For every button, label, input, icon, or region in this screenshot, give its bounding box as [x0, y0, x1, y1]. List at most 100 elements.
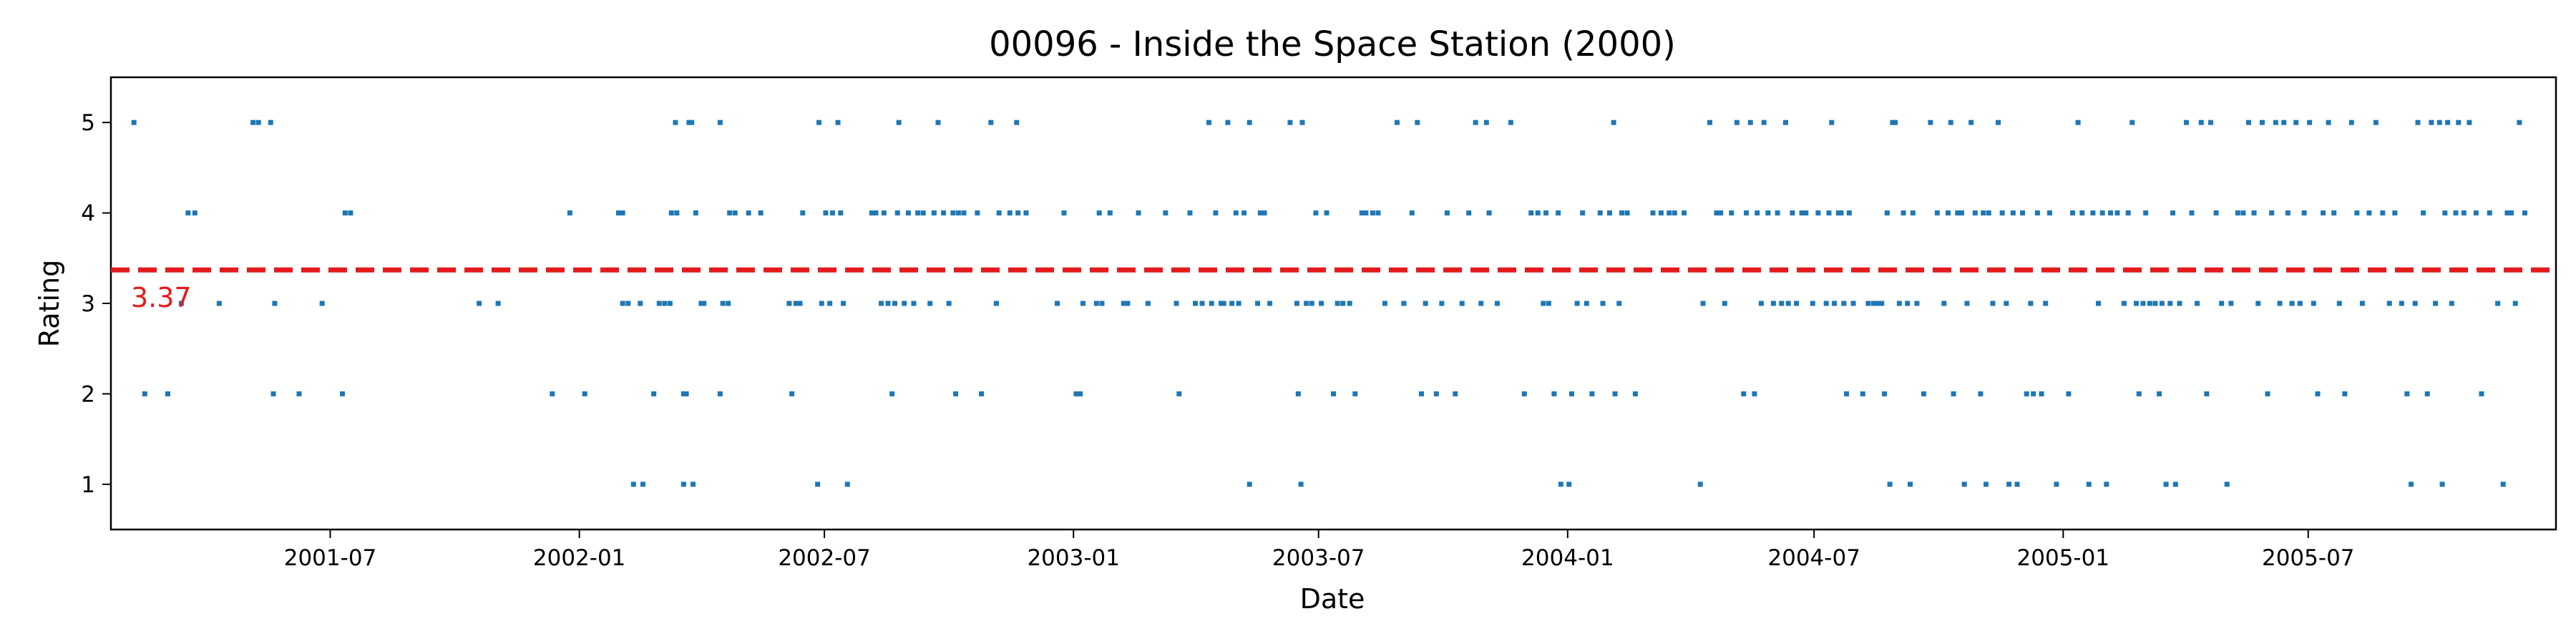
data-point	[2024, 391, 2029, 396]
data-point	[2028, 301, 2034, 306]
data-point	[693, 210, 698, 216]
data-point	[911, 301, 917, 306]
data-point	[2517, 119, 2522, 125]
data-point	[2445, 119, 2451, 125]
data-point	[1729, 210, 1735, 216]
data-point	[1335, 301, 1340, 306]
data-point	[667, 301, 673, 306]
data-point	[1914, 301, 1920, 306]
data-point	[1093, 301, 1099, 306]
data-point	[1309, 301, 1314, 306]
data-point	[1995, 119, 2001, 125]
data-point	[1187, 210, 1193, 216]
data-point	[1682, 210, 1687, 216]
data-point	[1879, 301, 1885, 306]
data-point	[178, 301, 184, 306]
data-point	[2373, 119, 2379, 125]
data-point	[2269, 210, 2275, 216]
data-point	[1246, 482, 1252, 487]
data-point	[1409, 210, 1415, 216]
data-point	[1439, 301, 1445, 306]
data-point	[1401, 301, 1407, 306]
y-axis-label: Rating	[34, 260, 65, 348]
data-point	[1890, 119, 1896, 125]
data-point	[2412, 301, 2418, 306]
data-point	[2014, 482, 2020, 487]
data-point	[1785, 301, 1791, 306]
data-point	[2133, 301, 2139, 306]
data-point	[1832, 301, 1838, 306]
data-point	[1841, 301, 1847, 306]
data-point	[620, 301, 625, 306]
data-point	[1298, 482, 1304, 487]
data-point	[1055, 301, 1060, 306]
data-point	[1061, 210, 1067, 216]
data-point	[2500, 482, 2506, 487]
data-point	[1163, 210, 1169, 216]
data-point	[2399, 301, 2404, 306]
y-tick-label: 4	[81, 201, 95, 227]
data-point	[1444, 210, 1450, 216]
data-point	[1744, 210, 1750, 216]
data-point	[905, 210, 911, 216]
data-point	[1612, 391, 1618, 396]
data-point	[683, 391, 689, 396]
data-point	[2054, 482, 2059, 487]
data-point	[1078, 391, 1083, 396]
data-point	[835, 119, 841, 125]
data-point	[1934, 210, 1940, 216]
data-point	[2228, 301, 2234, 306]
data-point	[1453, 391, 1458, 396]
data-point	[1236, 301, 1241, 306]
data-point	[1734, 119, 1740, 125]
data-point	[2512, 301, 2518, 306]
data-point	[2439, 482, 2445, 487]
data-point	[640, 482, 646, 487]
data-point	[1624, 210, 1630, 216]
data-point	[1099, 301, 1105, 306]
data-point	[1718, 210, 1724, 216]
data-point	[727, 210, 733, 216]
data-point	[816, 119, 822, 125]
data-point	[1815, 210, 1821, 216]
data-point	[1810, 301, 1815, 306]
data-point	[1951, 391, 1956, 396]
data-point	[2509, 210, 2514, 216]
data-point	[680, 391, 686, 396]
data-point	[2219, 301, 2225, 306]
data-point	[2099, 210, 2105, 216]
data-point	[1905, 301, 1911, 306]
data-point	[2366, 210, 2372, 216]
data-point	[1650, 210, 1656, 216]
data-point	[717, 119, 723, 125]
data-point	[1584, 301, 1589, 306]
data-point	[1096, 210, 1102, 216]
y-axis: 1 2 3 4 5	[81, 110, 111, 498]
data-point	[2147, 301, 2152, 306]
data-point	[1299, 119, 1305, 125]
data-point	[1910, 210, 1916, 216]
data-point	[1375, 210, 1381, 216]
data-point	[1209, 301, 1214, 306]
data-point	[1823, 301, 1829, 306]
data-point	[2326, 119, 2331, 125]
data-point	[2456, 119, 2462, 125]
data-point	[2289, 301, 2295, 306]
data-point	[2331, 210, 2337, 216]
data-point	[2043, 301, 2049, 306]
data-point	[1294, 301, 1299, 306]
data-point	[1241, 210, 1247, 216]
data-point	[1770, 301, 1776, 306]
data-point	[2095, 301, 2101, 306]
data-point	[1901, 210, 1906, 216]
data-point	[1478, 301, 1484, 306]
data-point	[717, 391, 723, 396]
data-point	[2424, 391, 2430, 396]
x-tick-label: 2004-01	[1521, 545, 1614, 571]
data-point	[996, 210, 1002, 216]
data-point	[1287, 119, 1293, 125]
data-point	[896, 119, 902, 125]
data-point	[1340, 301, 1346, 306]
data-point	[1850, 301, 1856, 306]
